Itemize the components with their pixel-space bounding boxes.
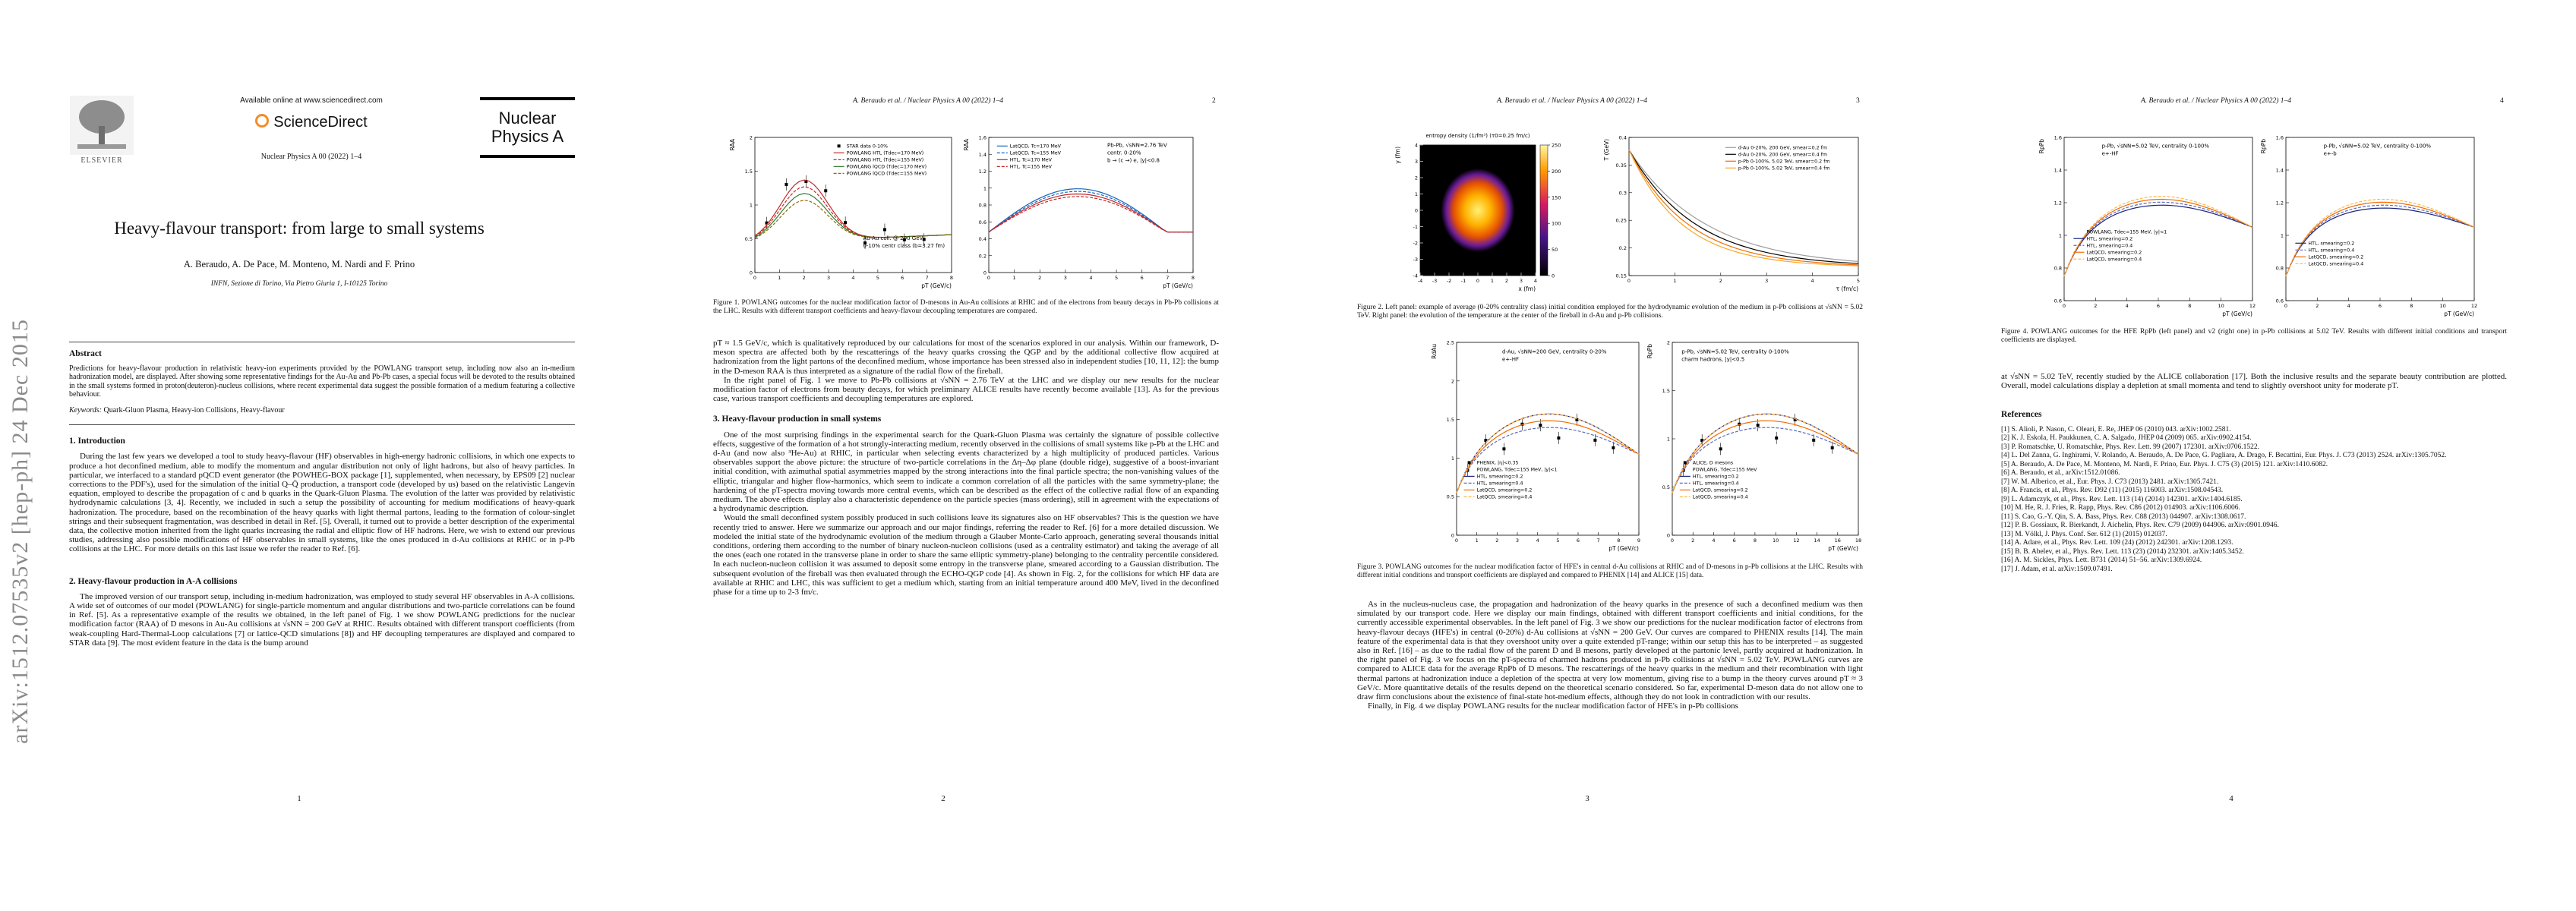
page-1: ELSEVIER Available online at www.science… [0, 0, 644, 911]
reference: [2] K. J. Eskola, H. Paukkunen, C. A. Sa… [2001, 434, 2252, 443]
paper-title: Heavy-flavour transport: from large to s… [114, 219, 485, 238]
page-2: A. Beraudo et al. / Nuclear Physics A 00… [644, 0, 1288, 911]
figure-caption: Figure 2. Left panel: example of average… [1357, 304, 1863, 320]
journal-box: Nuclear Physics A [480, 97, 575, 158]
section-heading: 2. Heavy-flavour production in A-A colli… [69, 576, 238, 586]
reference: [7] W. M. Alberico, et al., Eur. Phys. J… [2001, 478, 2219, 486]
references: [1] S. Alioli, P. Nason, C. Oleari, E. R… [2001, 426, 2507, 575]
reference: [1] S. Alioli, P. Nason, C. Oleari, E. R… [2001, 425, 2231, 433]
sciencedirect-text: ScienceDirect [273, 114, 368, 131]
reference: [8] A. Francis, et al., Phys. Rev. D92 (… [2001, 487, 2224, 495]
reference: [4] L. Del Zanna, G. Inghirami, V. Rolan… [2001, 452, 2447, 460]
logo-tree [79, 100, 125, 134]
sciencedirect: ScienceDirect [190, 114, 433, 131]
keywords-label: Keywords: [69, 406, 102, 415]
keywords-text: Quark-Gluon Plasma, Heavy-ion Collisions… [103, 406, 285, 415]
rule [69, 424, 575, 426]
reference: [3] P. Romatschke, U. Romatschke, Phys. … [2001, 443, 2260, 451]
paragraph: at √sNN = 5.02 TeV, recently studied by … [2001, 372, 2507, 391]
page-4-body: at √sNN = 5.02 TeV, recently studied by … [2001, 372, 2507, 574]
reference: [11] S. Cao, G.-Y. Qin, S. A. Bass, Phys… [2001, 512, 2246, 521]
running-header: A. Beraudo et al. / Nuclear Physics A 00… [1496, 97, 1648, 105]
journal-line: Nuclear Physics A 00 (2022) 1–4 [260, 153, 362, 161]
section-heading: 3. Heavy-flavour production in small sys… [713, 415, 882, 424]
running-header: A. Beraudo et al. / Nuclear Physics A 00… [2140, 97, 2292, 105]
sciencedirect-icon [255, 114, 270, 128]
reference: [9] L. Adamczyk, et al., Phys. Rev. Lett… [2001, 495, 2243, 503]
page-number: 1 [297, 794, 301, 803]
abstract-heading: Abstract [69, 349, 102, 358]
publisher-name: ELSEVIER [80, 156, 123, 165]
running-header: A. Beraudo et al. / Nuclear Physics A 00… [852, 97, 1004, 105]
figure-caption: Figure 4. POWLANG outcomes for the HFE R… [2001, 328, 2507, 344]
publisher-logo [70, 96, 134, 155]
paragraph: pT ≈ 1.5 GeV/c, which is qualitatively r… [713, 339, 1219, 376]
page-2-body: pT ≈ 1.5 GeV/c, which is qualitatively r… [713, 339, 1219, 597]
section-heading: 1. Introduction [69, 437, 125, 446]
page-number-top: 4 [2500, 97, 2504, 105]
reference: [14] A. Adare, et al., Phys. Rev. Lett. … [2001, 539, 2233, 547]
page-number-top: 2 [1212, 97, 1216, 105]
keywords: Keywords: Quark-Gluon Plasma, Heavy-ion … [69, 406, 575, 415]
page-3: A. Beraudo et al. / Nuclear Physics A 00… [1288, 0, 1932, 911]
reference: [16] A. M. Sickles, Phys. Lett. B731 (20… [2001, 556, 2202, 565]
page-3-body: As in the nucleus-nucleus case, the prop… [1357, 600, 1863, 711]
paragraph: During the last few years we developed a… [69, 452, 575, 554]
reference: [17] J. Adam, et al. arXiv:1509.07491. [2001, 565, 2113, 573]
page-number: 2 [941, 794, 945, 803]
abstract: Predictions for heavy-flavour production… [69, 364, 575, 399]
reference: [10] M. He, R. J. Fries, R. Rapp, Phys. … [2001, 504, 2240, 512]
reference: [12] P. B. Gossiaux, R. Bierkandt, J. Ai… [2001, 522, 2279, 530]
page-number-top: 3 [1856, 97, 1860, 105]
figure-caption: Figure 3. POWLANG outcomes for the nucle… [1357, 563, 1863, 579]
page-number: 4 [2229, 794, 2233, 803]
affiliation: INFN, Sezione di Torino, Via Pietro Giur… [210, 280, 388, 288]
references-heading: References [2001, 410, 2042, 420]
paragraph: In the right panel of Fig. 1 we move to … [713, 375, 1219, 404]
reference: [6] A. Beraudo, et al., arXiv:1512.01086… [2001, 469, 2120, 478]
logo-ground [77, 144, 126, 149]
page-1-body: Abstract Predictions for heavy-flavour p… [69, 348, 575, 648]
paragraph: Would the small deconfined system possib… [713, 513, 1219, 597]
paragraph: One of the most surprising findings in t… [713, 430, 1219, 514]
page-4: A. Beraudo et al. / Nuclear Physics A 00… [1932, 0, 2576, 911]
paragraph: As in the nucleus-nucleus case, the prop… [1357, 600, 1863, 702]
reference: [15] B. B. Abelev, et al., Phys. Rev. Le… [2001, 547, 2244, 556]
paragraph: The improved version of our transport se… [69, 591, 575, 648]
reference: [13] M. Völkl, J. Phys. Conf. Ser. 612 (… [2001, 530, 2167, 538]
logo-trunk [99, 126, 105, 146]
reference: [5] A. Beraudo, A. De Pace, M. Monteno, … [2001, 460, 2328, 468]
available-online: Available online at www.sciencedirect.co… [240, 96, 383, 105]
authors: A. Beraudo, A. De Pace, M. Monteno, M. N… [183, 259, 415, 270]
figure-caption: Figure 1. POWLANG outcomes for the nucle… [713, 299, 1219, 315]
paragraph: Finally, in Fig. 4 we display POWLANG re… [1368, 701, 1738, 711]
page-number: 3 [1585, 794, 1589, 803]
